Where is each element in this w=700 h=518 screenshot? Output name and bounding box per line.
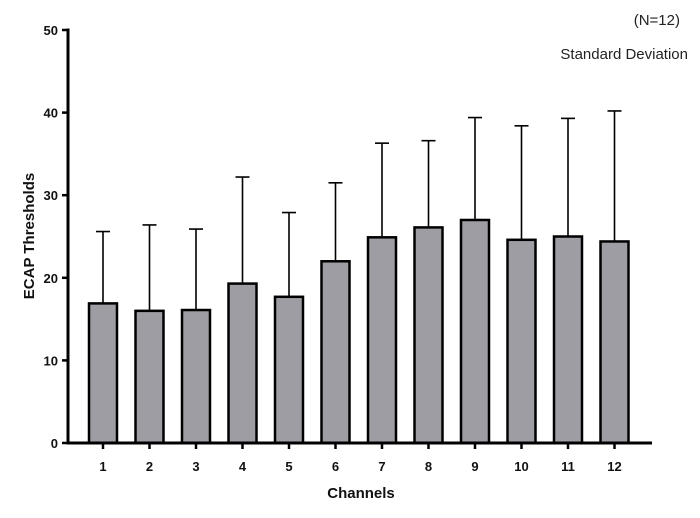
bar <box>87 302 119 445</box>
bar <box>320 260 351 445</box>
x-tick-label: 4 <box>239 459 247 474</box>
bars-group <box>87 218 630 445</box>
bar <box>599 240 630 445</box>
bar <box>459 218 491 445</box>
x-tick-label: 3 <box>192 459 199 474</box>
bar <box>413 226 444 445</box>
bar <box>227 282 258 445</box>
x-tick-label: 11 <box>561 459 575 474</box>
y-tick-label: 20 <box>44 271 58 286</box>
bar <box>552 235 584 445</box>
bar <box>134 309 165 445</box>
x-tick-label: 10 <box>514 459 528 474</box>
x-tick-label: 1 <box>99 459 106 474</box>
bar <box>180 308 212 445</box>
x-tick-label: 8 <box>425 459 432 474</box>
y-tick-label: 0 <box>51 436 58 451</box>
y-ticks-group: 0 10 20 30 40 50 <box>44 23 68 451</box>
x-tick-label: 5 <box>285 459 292 474</box>
x-tick-label: 6 <box>332 459 339 474</box>
sd-annotation: Standard Deviation <box>560 46 688 63</box>
y-tick-label: 40 <box>44 106 58 121</box>
x-ticks-group: 1 2 3 4 5 6 7 8 9 10 11 12 <box>99 443 622 474</box>
bar <box>273 295 305 445</box>
y-tick-label: 10 <box>44 353 58 368</box>
x-tick-label: 12 <box>607 459 621 474</box>
n-annotation: (N=12) <box>634 12 680 29</box>
error-bars-group <box>96 110 622 311</box>
x-tick-label: 2 <box>146 459 153 474</box>
y-tick-label: 50 <box>44 23 58 38</box>
x-tick-label: 7 <box>378 459 385 474</box>
bar <box>506 238 537 445</box>
x-axis-title: Channels <box>327 485 395 502</box>
bar <box>366 236 398 445</box>
x-tick-label: 9 <box>471 459 478 474</box>
y-axis-title: ECAP Thresholds <box>21 173 38 299</box>
y-tick-label: 30 <box>44 188 58 203</box>
